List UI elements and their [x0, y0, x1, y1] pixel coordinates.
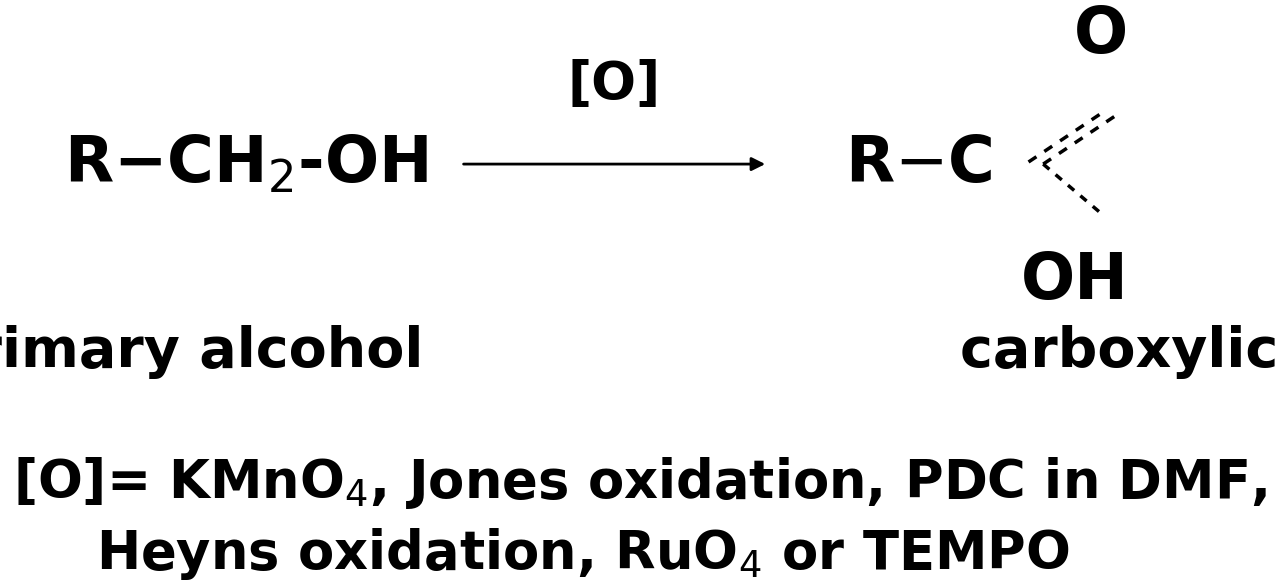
Text: [O]= KMnO$_4$, Jones oxidation, PDC in DMF,: [O]= KMnO$_4$, Jones oxidation, PDC in D…: [13, 455, 1267, 512]
Text: R$-$C: R$-$C: [845, 133, 992, 195]
Text: Heyns oxidation, RuO$_4$ or TEMPO: Heyns oxidation, RuO$_4$ or TEMPO: [96, 526, 1070, 582]
Text: OH: OH: [1021, 250, 1129, 312]
Text: R$\mathbf{-}$CH$_2$-OH: R$\mathbf{-}$CH$_2$-OH: [64, 133, 429, 195]
Text: primary alcohol: primary alcohol: [0, 325, 424, 379]
Text: O: O: [1074, 4, 1128, 66]
Text: carboxylic acid: carboxylic acid: [960, 325, 1280, 379]
Text: [O]: [O]: [568, 59, 660, 111]
